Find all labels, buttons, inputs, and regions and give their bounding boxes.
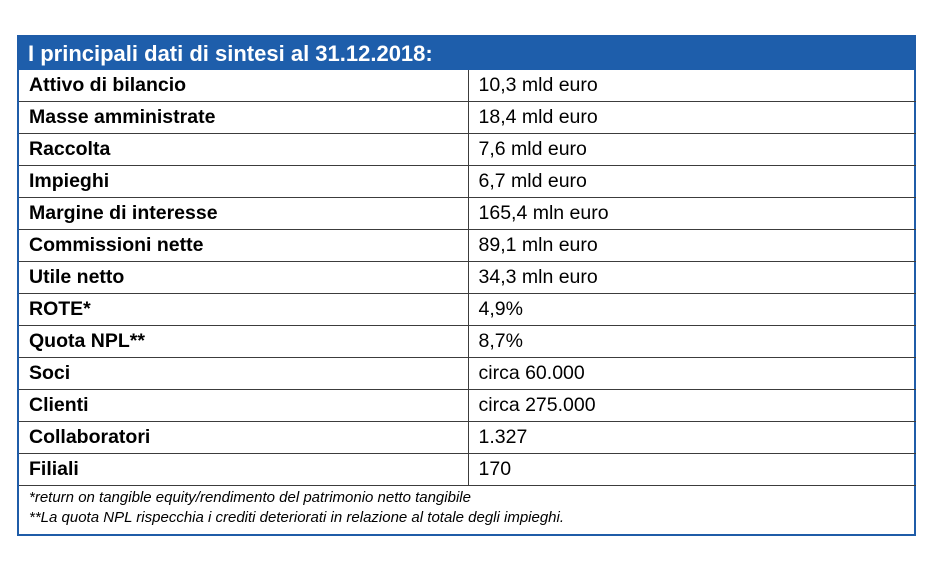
row-value: 89,1 mln euro bbox=[468, 229, 916, 262]
row-value: 6,7 mld euro bbox=[468, 165, 916, 198]
row-value: 1.327 bbox=[468, 421, 916, 454]
row-value: 165,4 mln euro bbox=[468, 197, 916, 230]
row-value: circa 60.000 bbox=[468, 357, 916, 390]
table-row: Margine di interesse 165,4 mln euro bbox=[19, 197, 916, 230]
row-label: Margine di interesse bbox=[19, 197, 469, 230]
row-label: Impieghi bbox=[19, 165, 469, 198]
footnotes: *return on tangible equity/rendimento de… bbox=[19, 486, 914, 528]
table-row: Masse amministrate 18,4 mld euro bbox=[19, 101, 916, 134]
row-label: Filiali bbox=[19, 453, 469, 486]
summary-table: Attivo di bilancio 10,3 mld euro Masse a… bbox=[19, 70, 916, 486]
footnote-npl: **La quota NPL rispecchia i crediti dete… bbox=[29, 509, 565, 526]
table-row: Commissioni nette 89,1 mln euro bbox=[19, 229, 916, 262]
row-label: Raccolta bbox=[19, 133, 469, 166]
row-label: Soci bbox=[19, 357, 469, 390]
row-label: Quota NPL** bbox=[19, 325, 469, 358]
summary-panel: I principali dati di sintesi al 31.12.20… bbox=[17, 35, 916, 536]
row-label: Attivo di bilancio bbox=[19, 70, 469, 102]
row-value: circa 275.000 bbox=[468, 389, 916, 422]
row-label: Commissioni nette bbox=[19, 229, 469, 262]
table-row: Filiali 170 bbox=[19, 453, 916, 486]
row-label: Utile netto bbox=[19, 261, 469, 294]
row-label: Clienti bbox=[19, 389, 469, 422]
table-row: Attivo di bilancio 10,3 mld euro bbox=[19, 70, 916, 102]
table-row: Soci circa 60.000 bbox=[19, 357, 916, 390]
row-label: Masse amministrate bbox=[19, 101, 469, 134]
row-label: ROTE* bbox=[19, 293, 469, 326]
row-value: 170 bbox=[468, 453, 916, 486]
table-row: ROTE* 4,9% bbox=[19, 293, 916, 326]
row-value: 18,4 mld euro bbox=[468, 101, 916, 134]
table-row: Quota NPL** 8,7% bbox=[19, 325, 916, 358]
table-row: Utile netto 34,3 mln euro bbox=[19, 261, 916, 294]
row-value: 34,3 mln euro bbox=[468, 261, 916, 294]
table-row: Collaboratori 1.327 bbox=[19, 421, 916, 454]
table-row: Impieghi 6,7 mld euro bbox=[19, 165, 916, 198]
row-label: Collaboratori bbox=[19, 421, 469, 454]
footnote-rote: *return on tangible equity/rendimento de… bbox=[29, 489, 471, 506]
table-row: Clienti circa 275.000 bbox=[19, 389, 916, 422]
table-row: Raccolta 7,6 mld euro bbox=[19, 133, 916, 166]
row-value: 7,6 mld euro bbox=[468, 133, 916, 166]
row-value: 10,3 mld euro bbox=[478, 74, 598, 96]
panel-title: I principali dati di sintesi al 31.12.20… bbox=[19, 37, 914, 70]
row-value: 8,7% bbox=[468, 325, 916, 358]
row-value: 4,9% bbox=[468, 293, 916, 326]
